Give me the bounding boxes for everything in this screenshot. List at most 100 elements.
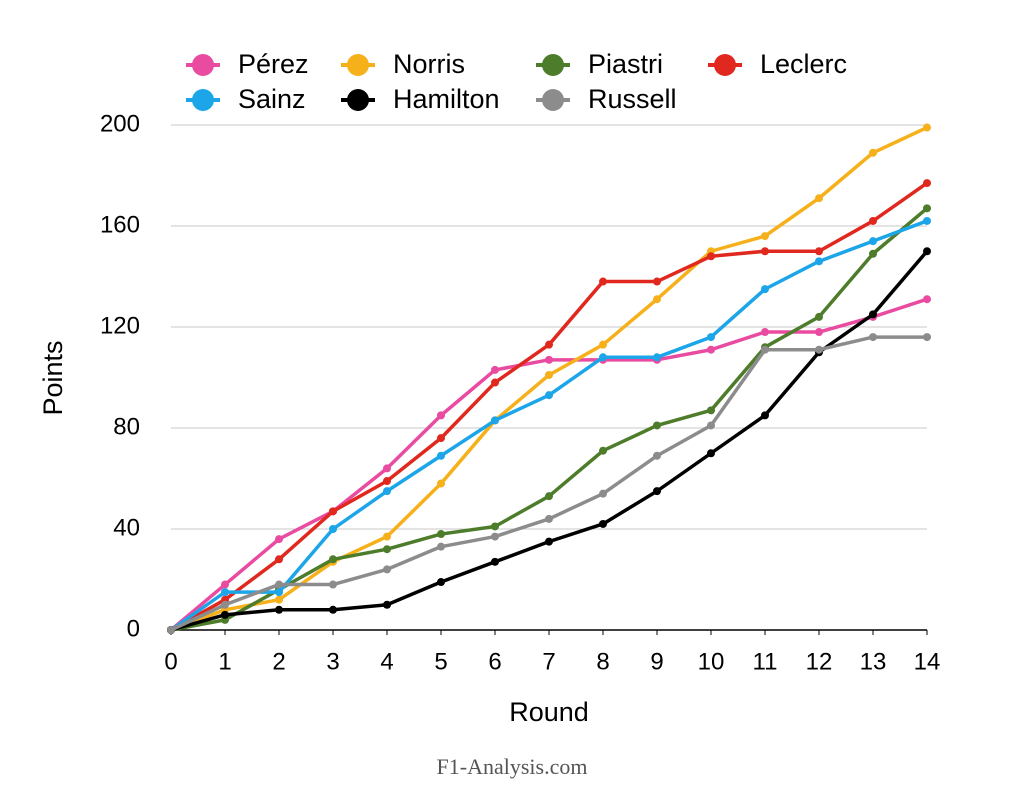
point	[275, 555, 283, 564]
point	[653, 353, 661, 362]
y-tick-label: 120	[100, 312, 140, 339]
point	[599, 489, 607, 498]
legend-marker	[347, 54, 369, 76]
series-line	[169, 219, 928, 632]
point	[815, 247, 823, 256]
point	[491, 416, 499, 425]
point	[383, 600, 391, 609]
point	[707, 333, 715, 342]
point	[599, 519, 607, 528]
point	[545, 514, 553, 523]
x-tick-label: 12	[806, 648, 833, 675]
point	[545, 340, 553, 349]
point	[653, 295, 661, 304]
point	[383, 532, 391, 541]
point	[437, 451, 445, 460]
y-tick-label: 200	[100, 110, 140, 137]
point	[329, 580, 337, 589]
legend-marker	[347, 89, 369, 111]
series-line	[170, 335, 927, 632]
point	[329, 605, 337, 614]
point	[707, 406, 715, 415]
series-line	[170, 181, 929, 632]
point	[599, 353, 607, 362]
point	[437, 434, 445, 443]
point	[761, 285, 769, 294]
point	[869, 249, 877, 258]
x-tick-label: 9	[650, 648, 663, 675]
point	[545, 537, 553, 546]
legend-label: Piastri	[588, 49, 663, 79]
legend-label: Pérez	[238, 49, 309, 79]
point	[437, 479, 445, 488]
legend-label: Hamilton	[393, 84, 500, 114]
point	[815, 345, 823, 354]
point	[383, 477, 391, 486]
y-axis-title: Points	[38, 340, 68, 415]
point	[923, 333, 931, 342]
point	[437, 530, 445, 539]
point	[869, 333, 877, 342]
point	[275, 535, 283, 544]
x-tick-label: 11	[753, 648, 778, 675]
point	[221, 588, 229, 597]
point	[761, 232, 769, 241]
point	[599, 277, 607, 286]
legend-marker	[192, 54, 214, 76]
x-tick-label: 10	[698, 648, 725, 675]
point	[383, 464, 391, 473]
point	[869, 310, 877, 319]
x-tick-label: 8	[596, 648, 609, 675]
y-tick-label: 0	[127, 615, 140, 642]
point	[923, 204, 931, 213]
x-tick-label: 7	[542, 648, 555, 675]
point	[923, 123, 931, 132]
point	[545, 355, 553, 364]
point	[869, 148, 877, 157]
point	[761, 411, 769, 420]
x-tick-label: 6	[488, 648, 501, 675]
point	[707, 252, 715, 261]
x-tick-label: 2	[272, 648, 285, 675]
point	[653, 451, 661, 460]
point	[869, 237, 877, 246]
point	[923, 216, 931, 225]
legend-marker	[714, 54, 736, 76]
point	[275, 588, 283, 597]
point	[653, 277, 661, 286]
point	[437, 542, 445, 551]
point	[815, 328, 823, 337]
x-tick-label: 13	[860, 648, 887, 675]
y-tick-label: 80	[113, 413, 140, 440]
y-tick-label: 40	[113, 514, 140, 541]
point	[329, 525, 337, 533]
x-axis-title: Round	[509, 697, 589, 727]
point	[869, 216, 877, 225]
point	[815, 312, 823, 321]
x-tick-label: 4	[380, 648, 393, 675]
point	[275, 595, 283, 604]
x-tick-label: 3	[326, 648, 339, 675]
footer: F1-Analysis.com	[437, 754, 588, 779]
point	[923, 247, 931, 256]
legend-label: Leclerc	[760, 49, 847, 79]
point	[761, 345, 769, 354]
point	[545, 492, 553, 501]
legend-label: Sainz	[238, 84, 306, 114]
legend-marker	[192, 89, 214, 111]
point	[599, 446, 607, 455]
point	[707, 449, 715, 458]
point	[815, 257, 823, 266]
point	[437, 411, 445, 420]
point	[545, 391, 553, 400]
point	[383, 565, 391, 574]
point	[491, 378, 499, 387]
legend-label: Russell	[588, 84, 677, 114]
point	[761, 328, 769, 337]
point	[437, 578, 445, 587]
point	[491, 532, 499, 541]
point	[707, 345, 715, 354]
point	[599, 340, 607, 349]
point	[491, 365, 499, 374]
